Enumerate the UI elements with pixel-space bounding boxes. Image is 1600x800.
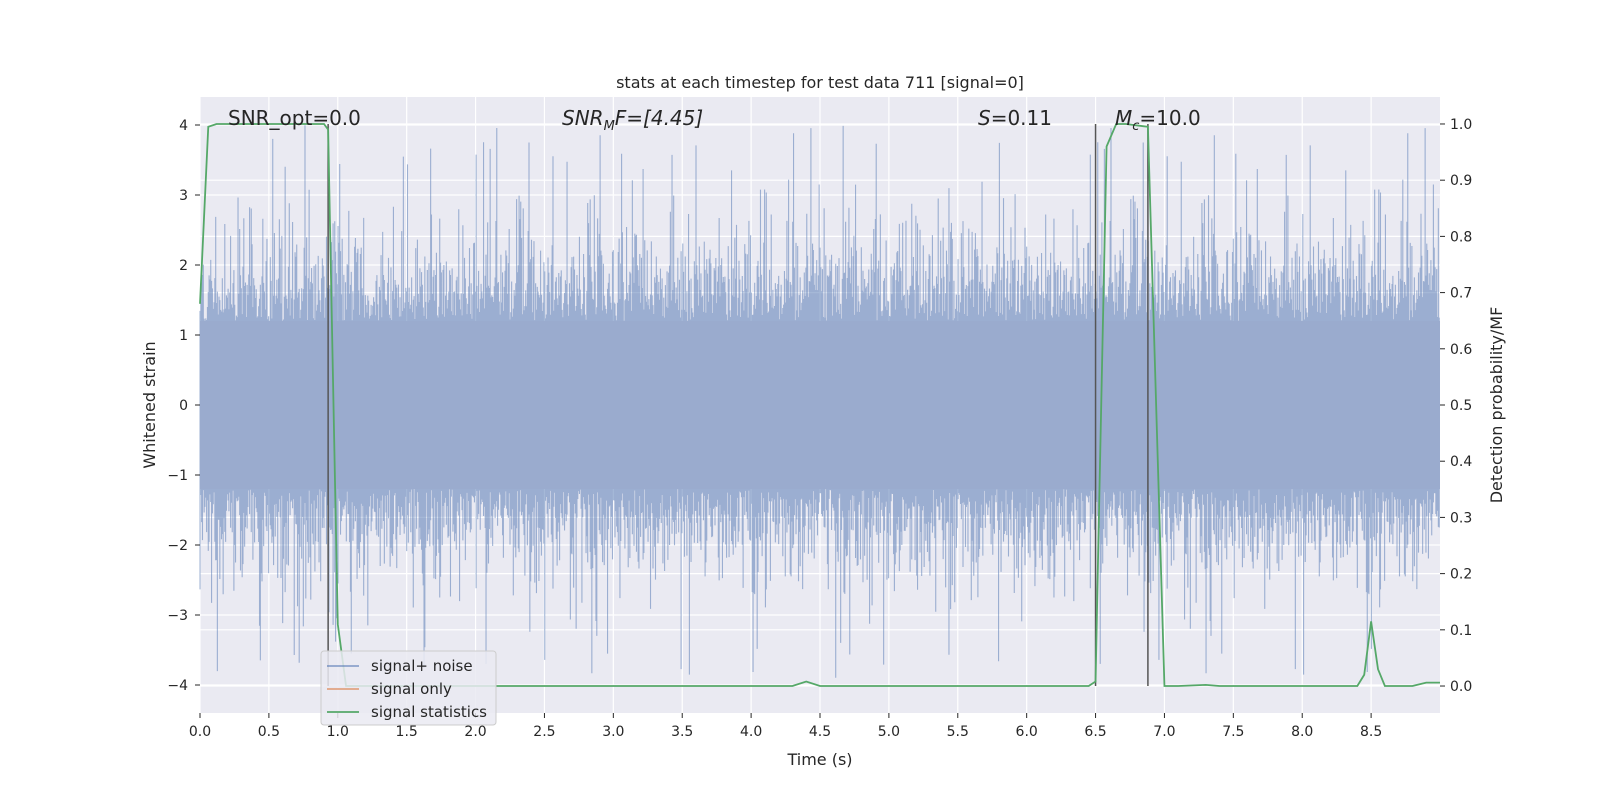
legend-label-signal-statistics: signal statistics <box>371 703 487 721</box>
mc-symbol: M <box>1115 106 1132 130</box>
x-tick-label: 1.0 <box>327 724 349 740</box>
legend: signal+ noise signal only signal statist… <box>320 650 497 726</box>
x-tick-label: 3.0 <box>602 724 624 740</box>
snr-mf-subscript: M <box>604 119 615 134</box>
signal-noise-core <box>200 321 1440 489</box>
x-tick-label: 0.0 <box>189 724 211 740</box>
x-tick-label: 1.5 <box>396 724 418 740</box>
x-tick-label: 3.5 <box>671 724 693 740</box>
y-axis-right-label: Detection probability/MF <box>1487 307 1506 504</box>
x-tick-label: 4.5 <box>809 724 831 740</box>
x-tick-label: 5.0 <box>878 724 900 740</box>
annotation-snr-opt: SNR_opt=0.0 <box>228 106 361 130</box>
s-symbol: S <box>978 106 991 130</box>
x-tick-label: 4.0 <box>740 724 762 740</box>
y-left-tick-label: −4 <box>167 678 188 694</box>
y-right-tick-label: 0.0 <box>1450 679 1472 695</box>
s-value: =0.11 <box>991 106 1052 130</box>
y-right-tick-label: 0.9 <box>1450 173 1472 189</box>
y-right-tick-label: 0.7 <box>1450 286 1472 302</box>
snr-mf-symbol: SNR <box>562 106 604 130</box>
x-tick-label: 2.0 <box>464 724 486 740</box>
snr-mf-value: F=[4.45] <box>615 106 703 130</box>
mc-value: =10.0 <box>1139 106 1200 130</box>
x-tick-label: 2.5 <box>533 724 555 740</box>
x-tick-label: 6.0 <box>1016 724 1038 740</box>
annotation-snr-mf: SNRMF=[4.45] <box>562 106 703 134</box>
mc-subscript: c <box>1132 119 1139 134</box>
y-axis-right-ticks: 1.0 0.9 0.8 0.7 0.6 0.5 0.4 0.3 0.2 0.1 0.0 <box>1440 117 1472 695</box>
annotation-mc: Mc=10.0 <box>1115 106 1201 134</box>
y-left-tick-label: −3 <box>167 608 188 624</box>
y-axis-left-ticks: 4 3 2 1 0 −1 −2 −3 −4 <box>167 118 200 694</box>
x-axis-ticks: 0.0 0.5 1.0 1.5 2.0 2.5 3.0 3.5 4.0 4.5 5.0 5.5 6.0 6… <box>189 713 1382 740</box>
y-left-tick-label: 3 <box>179 188 188 204</box>
signal-statistics-line <box>199 123 1440 687</box>
y-right-tick-label: 0.5 <box>1450 398 1472 414</box>
signal-noise-series <box>199 125 1440 678</box>
y-left-tick-label: −1 <box>167 468 188 484</box>
x-tick-label: 8.0 <box>1291 724 1313 740</box>
x-tick-label: 6.5 <box>1084 724 1106 740</box>
annotation-s: S=0.11 <box>978 106 1052 130</box>
x-tick-label: 7.0 <box>1153 724 1175 740</box>
y-right-tick-label: 0.8 <box>1450 229 1472 245</box>
y-left-tick-label: 0 <box>179 398 188 414</box>
y-right-tick-label: 0.1 <box>1450 623 1472 639</box>
legend-label-signal-only: signal only <box>371 680 452 698</box>
x-tick-label: 0.5 <box>258 724 280 740</box>
x-tick-label: 7.5 <box>1222 724 1244 740</box>
y-axis-left-label: Whitened strain <box>140 341 159 468</box>
y-right-tick-label: 0.4 <box>1450 454 1472 470</box>
y-left-tick-label: 4 <box>179 118 188 134</box>
y-right-tick-label: 0.2 <box>1450 567 1472 583</box>
x-tick-label: 8.5 <box>1360 724 1382 740</box>
legend-label-signal-noise: signal+ noise <box>371 657 473 675</box>
y-left-tick-label: 2 <box>179 258 188 274</box>
y-right-tick-label: 0.3 <box>1450 510 1472 526</box>
y-left-tick-label: −2 <box>167 538 188 554</box>
x-tick-label: 5.5 <box>947 724 969 740</box>
y-right-tick-label: 1.0 <box>1450 117 1472 133</box>
x-axis-label: Time (s) <box>786 750 852 769</box>
y-left-tick-label: 1 <box>179 328 188 344</box>
y-right-tick-label: 0.6 <box>1450 342 1472 358</box>
vertical-markers <box>327 123 1149 687</box>
chart-title: stats at each timestep for test data 711… <box>616 73 1024 92</box>
legend-box <box>320 650 497 726</box>
